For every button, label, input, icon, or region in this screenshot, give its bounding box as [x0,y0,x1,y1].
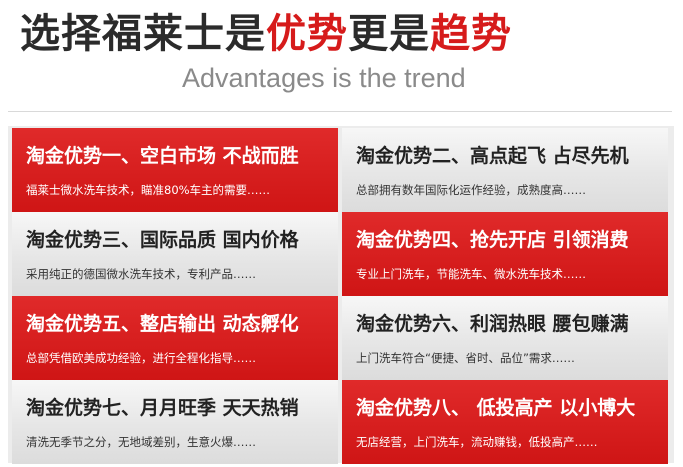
advantage-title: 淘金优势一、空白市场 不战而胜 [26,145,299,167]
advantage-title: 淘金优势七、月月旺季 天天热销 [26,397,299,419]
advantage-desc: 福莱士微水洗车技术，瞄准80%车主的需要…… [26,183,271,197]
advantage-desc: 无店经营，上门洗车，流动赚钱，低投高产…… [356,435,598,449]
divider [8,111,672,112]
advantage-title: 淘金优势三、国际品质 国内价格 [26,229,299,251]
title-part-advantage: 优势 [266,11,348,57]
advantage-title: 淘金优势八、 低投高产 以小博大 [356,397,636,419]
advantages-grid: 淘金优势一、空白市场 不战而胜 福莱士微水洗车技术，瞄准80%车主的需要…… 淘… [8,126,674,464]
advantage-desc: 采用纯正的德国微水洗车技术，专利产品…… [26,267,256,281]
advantage-desc: 专业上门洗车，节能洗车、微水洗车技术…… [356,267,586,281]
advantage-card-2: 淘金优势二、高点起飞 占尽先机 总部拥有数年国际化运作经验，成熟度高…… [342,128,668,212]
advantage-card-4: 淘金优势四、抢先开店 引领消费 专业上门洗车，节能洗车、微水洗车技术…… [342,212,668,296]
advantage-title: 淘金优势四、抢先开店 引领消费 [356,229,629,251]
advantage-desc: 总部凭借欧美成功经验，进行全程化指导…… [26,351,256,365]
page-subtitle: Advantages is the trend [182,63,466,93]
advantage-card-1: 淘金优势一、空白市场 不战而胜 福莱士微水洗车技术，瞄准80%车主的需要…… [12,128,338,212]
advantage-title: 淘金优势二、高点起飞 占尽先机 [356,145,629,167]
title-part-3: 更是 [348,11,430,57]
title-part-trend: 趋势 [430,11,512,57]
advantage-card-8: 淘金优势八、 低投高产 以小博大 无店经营，上门洗车，流动赚钱，低投高产…… [342,380,668,464]
advantage-title: 淘金优势五、整店输出 动态孵化 [26,313,299,335]
advantage-title: 淘金优势六、利润热眼 腰包赚满 [356,313,629,335]
advantage-card-7: 淘金优势七、月月旺季 天天热销 清洗无季节之分，无地域差别，生意火爆…… [12,380,338,464]
title-part-1: 选择福莱士是 [20,11,266,57]
advantage-card-5: 淘金优势五、整店输出 动态孵化 总部凭借欧美成功经验，进行全程化指导…… [12,296,338,380]
page-title: 选择福莱士是优势更是趋势 [20,6,670,62]
advantage-desc: 清洗无季节之分，无地域差别，生意火爆…… [26,435,256,449]
advantage-desc: 总部拥有数年国际化运作经验，成熟度高…… [356,183,586,197]
advantage-card-6: 淘金优势六、利润热眼 腰包赚满 上门洗车符合“便捷、省时、品位”需求…… [342,296,668,380]
advantage-desc: 上门洗车符合“便捷、省时、品位”需求…… [356,351,575,365]
advantage-card-3: 淘金优势三、国际品质 国内价格 采用纯正的德国微水洗车技术，专利产品…… [12,212,338,296]
